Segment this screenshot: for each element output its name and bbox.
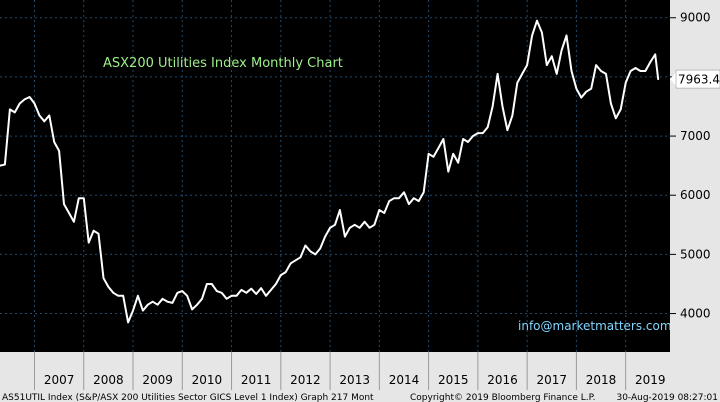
footer-copyright: Copyright© 2019 Bloomberg Finance L.P.	[410, 393, 595, 402]
last-value-box	[675, 69, 720, 89]
last-value-arrow	[670, 71, 677, 88]
x-tick-label: 2012	[290, 373, 321, 387]
x-tick-label: 2019	[635, 373, 666, 387]
contact-email: info@marketmatters.com.au	[518, 319, 690, 333]
x-tick-label: 2011	[241, 373, 272, 387]
footer-date: 30-Aug-2019 08:27:01	[616, 393, 718, 402]
y-tick-label: 9000	[680, 11, 711, 25]
x-tick-label: 2014	[389, 373, 420, 387]
x-tick-label: 2013	[339, 373, 370, 387]
last-value-label: 7963.4	[678, 73, 720, 87]
grid	[0, 0, 670, 352]
footer-bar	[0, 390, 720, 402]
x-axis-panel	[0, 352, 720, 390]
x-tick-label: 2009	[142, 373, 173, 387]
x-tick-label: 2018	[586, 373, 617, 387]
y-tick-label: 6000	[680, 188, 711, 202]
x-tick-label: 2008	[93, 373, 124, 387]
y-tick-label: 7000	[680, 129, 711, 143]
footer-left: AS51UTIL Index (S&P/ASX 200 Utilities Se…	[2, 393, 374, 402]
series-line	[0, 19, 660, 324]
x-tick-label: 2017	[536, 373, 567, 387]
x-axis-ticks: 2007 2008 2009 2010 2011 2012 2013 2014 2015 2016…	[33, 352, 666, 390]
y-tick-label: 4000	[680, 307, 711, 321]
x-tick-label: 2007	[44, 373, 75, 387]
x-tick-label: 2010	[192, 373, 223, 387]
x-tick-label: 2016	[487, 373, 518, 387]
last-value-marker: 7963.4	[670, 69, 720, 89]
chart-title: ASX200 Utilities Index Monthly Chart	[103, 56, 343, 71]
y-axis-panel	[670, 0, 720, 402]
y-tick-label: 5000	[680, 247, 711, 261]
x-tick-label: 2015	[438, 373, 469, 387]
series-group	[0, 19, 660, 324]
